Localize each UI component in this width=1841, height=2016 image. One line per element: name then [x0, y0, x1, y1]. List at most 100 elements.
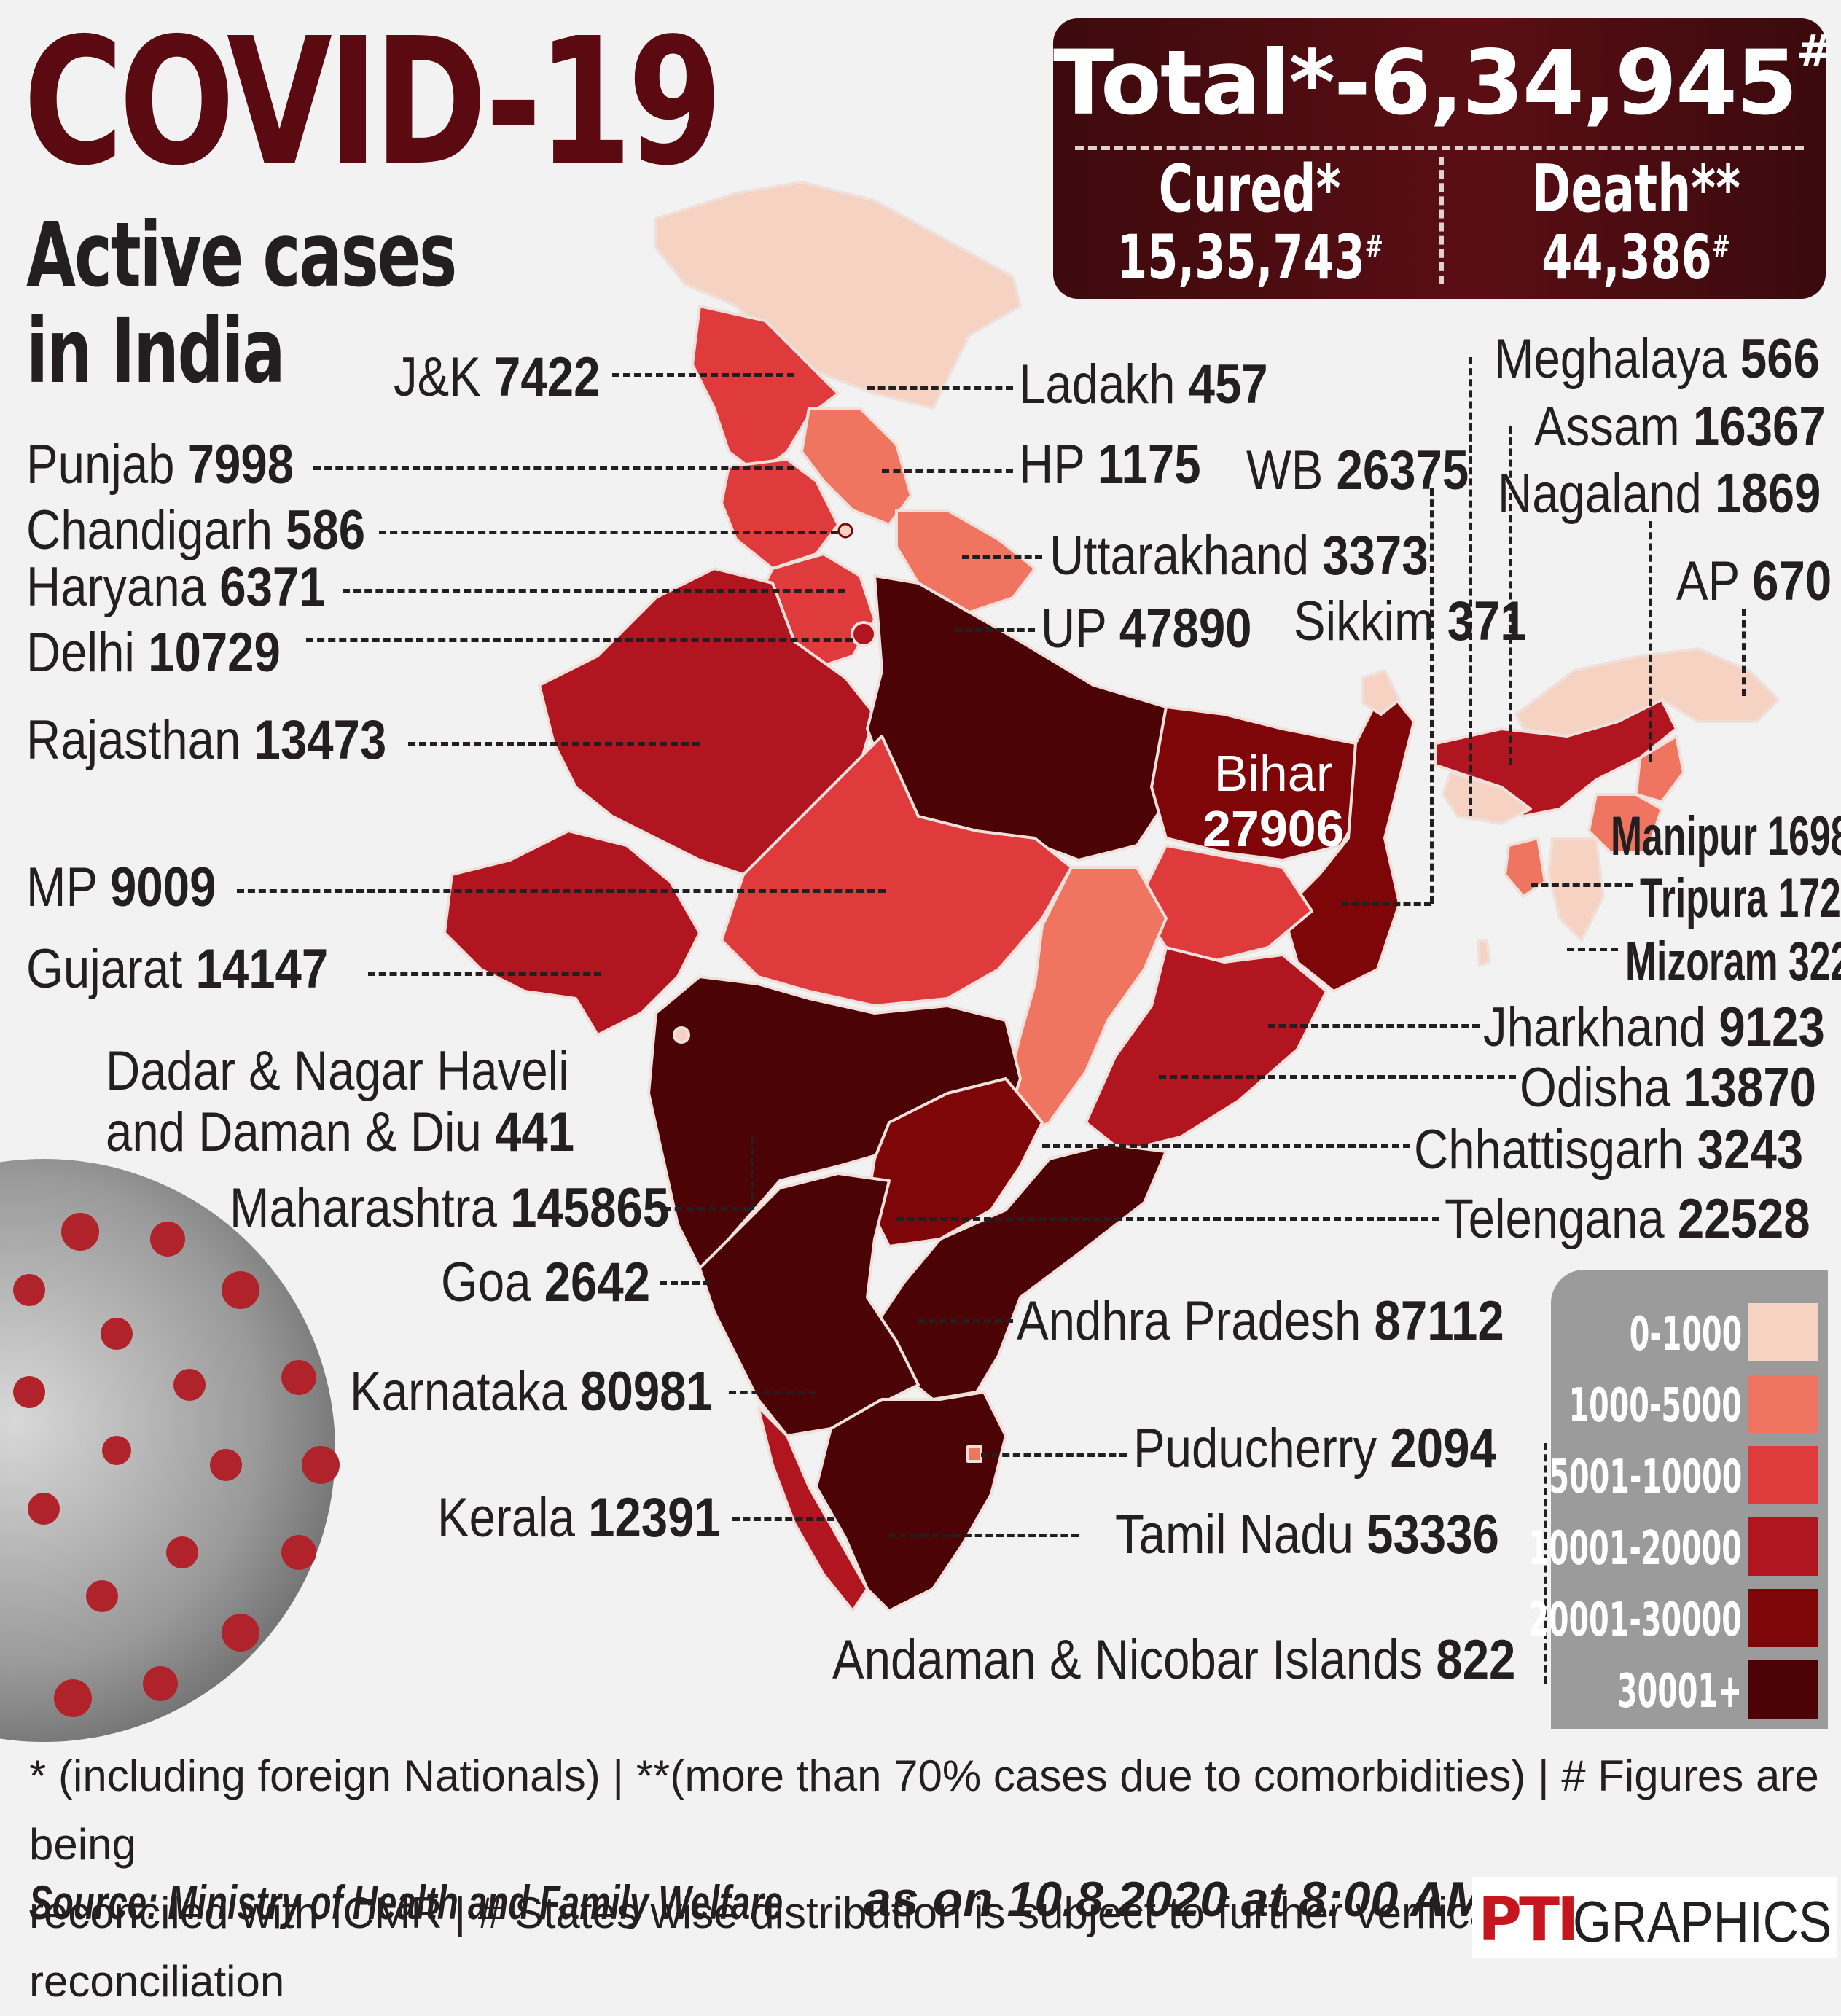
cured-stat: Cured* 15,35,743#: [1060, 157, 1439, 293]
legend-swatch: [1748, 1589, 1818, 1647]
label-jk: J&K 7422: [394, 346, 601, 408]
label-telengana: Telengana 22528: [1445, 1188, 1810, 1250]
label-ap: AP 670: [1676, 550, 1832, 612]
legend-item: 0-1000: [1551, 1300, 1828, 1363]
leader-tripura: [1531, 883, 1633, 887]
leader-chandigarh: [379, 531, 838, 534]
legend-label: 10001-20000: [1528, 1522, 1742, 1576]
leader-mp: [237, 889, 886, 893]
region-tamil-nadu: [815, 1391, 1007, 1612]
leader-gujarat: [368, 972, 601, 976]
leader-wb-v: [1430, 488, 1434, 904]
label-chandigarh: Chandigarh 586: [26, 499, 366, 561]
label-ladakh: Ladakh 457: [1019, 353, 1268, 415]
label-maharashtra: Maharashtra 145865: [230, 1177, 670, 1239]
leader-haryana: [343, 589, 845, 593]
legend-label: 30001+: [1617, 1665, 1742, 1719]
leader-jharkhand: [1268, 1024, 1480, 1028]
leader-andaman-nicobar: [1544, 1443, 1547, 1684]
totals-panel: Total*-6,34,945# Cured* 15,35,743# Death…: [1053, 18, 1833, 299]
subtitle-line-2: in India: [26, 299, 286, 403]
label-uttarakhand: Uttarakhand 3373: [1050, 525, 1428, 587]
totals-vertical-divider: [1439, 157, 1444, 284]
legend-item: 5001-10000: [1549, 1443, 1828, 1506]
legend-label: 20001-30000: [1528, 1593, 1742, 1647]
leader-punjab: [313, 466, 794, 470]
leader-goa: [660, 1281, 711, 1285]
legend-swatch: [1748, 1375, 1818, 1433]
label-up: UP 47890: [1041, 598, 1252, 660]
leader-wb: [1341, 902, 1431, 906]
leader-odisha: [1159, 1075, 1516, 1079]
leader-ap: [1742, 609, 1746, 696]
cured-label: Cured*: [1159, 151, 1341, 227]
region-punjab: [720, 458, 840, 570]
death-label: Death**: [1531, 151, 1741, 227]
legend-item: 30001+: [1551, 1657, 1828, 1720]
region-jharkhand: [1136, 844, 1313, 964]
footnote: * (including foreign Nationals) | **(mor…: [29, 1742, 1822, 2016]
leader-meghalaya: [1469, 357, 1472, 816]
death-hash: #: [1712, 229, 1731, 265]
death-value: 44,386: [1541, 222, 1713, 293]
cured-hash: #: [1364, 229, 1383, 265]
label-bihar: Bihar 27906: [1203, 745, 1345, 857]
leader-maharashtra: [663, 1207, 751, 1211]
label-hp: HP 1175: [1019, 434, 1201, 496]
pti-logo: PTI: [1478, 1886, 1579, 1955]
label-goa: Goa 2642: [441, 1251, 651, 1313]
leader-puducherry: [981, 1453, 1127, 1457]
region-odisha: [1084, 946, 1328, 1153]
region-jk: [691, 305, 840, 475]
leader-rajasthan: [408, 742, 700, 746]
graphics-text: GRAPHICS: [1573, 1889, 1832, 1954]
legend-label: 5001-10000: [1549, 1450, 1742, 1504]
label-nagaland: Nagaland 1869: [1498, 463, 1821, 525]
legend-swatch: [1748, 1517, 1818, 1576]
leader-kerala: [732, 1517, 834, 1521]
label-andaman-nicobar: Andaman & Nicobar Islands 822: [832, 1629, 1516, 1691]
leader-jk: [612, 373, 794, 377]
legend: 0-1000 1000-5000 5001-10000 10001-20000 2000…: [1528, 1270, 1828, 1729]
region-chandigarh: [837, 523, 853, 539]
leader-hp: [882, 469, 1013, 473]
label-jharkhand: Jharkhand 9123: [1483, 996, 1825, 1058]
region-dnh-dd: [673, 1026, 690, 1044]
leader-tamil-nadu: [889, 1534, 1079, 1537]
region-andaman-nicobar: [1477, 939, 1491, 967]
region-arunachal: [1514, 647, 1780, 738]
subtitle-line-1: Active cases: [26, 203, 457, 307]
label-puducherry: Puducherry 2094: [1133, 1418, 1496, 1480]
label-rajasthan: Rajasthan 13473: [26, 709, 387, 771]
legend-swatch: [1748, 1446, 1818, 1504]
total-hash: #: [1796, 26, 1833, 77]
total-cases: Total*-6,34,945#: [1053, 26, 1833, 135]
region-chhattisgarh: [1004, 866, 1168, 1138]
label-meghalaya: Meghalaya 566: [1494, 328, 1820, 390]
label-odisha: Odisha 13870: [1520, 1057, 1817, 1119]
region-hp: [800, 407, 912, 526]
cured-value: 15,35,743: [1117, 222, 1365, 293]
legend-item: 20001-30000: [1528, 1586, 1828, 1649]
label-tamil-nadu: Tamil Nadu 53336: [1115, 1504, 1499, 1566]
leader-up: [955, 628, 1035, 632]
label-andhra-pradesh: Andhra Pradesh 87112: [1017, 1290, 1504, 1352]
legend-item: 10001-20000: [1528, 1515, 1828, 1577]
legend-label: 1000-5000: [1568, 1379, 1742, 1433]
legend-swatch: [1748, 1303, 1818, 1361]
page-title: COVID-19: [23, 0, 722, 204]
leader-assam: [1509, 426, 1512, 765]
leader-karnataka: [729, 1391, 816, 1394]
region-tripura: [1504, 837, 1547, 898]
label-dnh-dd: Dadar & Nagar Haveli and Daman & Diu 441: [106, 1040, 575, 1163]
leader-andhra-pradesh: [918, 1319, 1013, 1323]
page-subtitle: Active cases in India: [26, 203, 457, 403]
label-tripura: Tripura 1723: [1640, 867, 1841, 929]
region-manipur: [1587, 793, 1663, 854]
label-assam: Assam 16367: [1534, 396, 1826, 458]
source-credit: Source: Ministry of Health and Family We…: [29, 1875, 783, 1929]
region-sikkim: [1361, 669, 1401, 716]
region-mp: [720, 735, 1073, 1007]
death-stat: Death** 44,386#: [1447, 157, 1826, 293]
region-kerala: [757, 1405, 869, 1612]
